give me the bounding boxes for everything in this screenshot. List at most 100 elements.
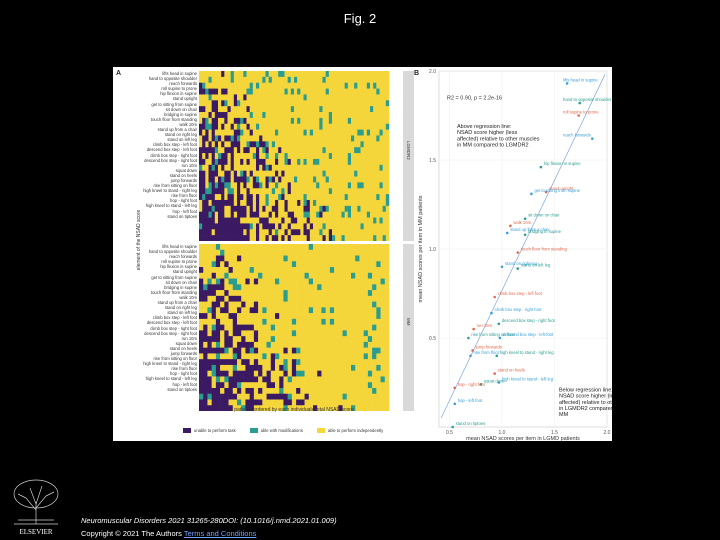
heatmap-cell bbox=[376, 158, 380, 166]
heatmap-cell bbox=[290, 147, 295, 154]
heatmap-cell bbox=[297, 153, 301, 160]
heatmap-cell bbox=[363, 129, 368, 136]
heatmap-cell bbox=[265, 235, 269, 241]
heatmap-cell bbox=[268, 112, 273, 119]
heatmap-cell bbox=[283, 387, 288, 395]
heatmap-cell bbox=[220, 307, 225, 314]
heatmap-cell bbox=[338, 347, 343, 354]
heatmap-cell bbox=[297, 211, 301, 218]
heatmap-cell bbox=[355, 261, 360, 268]
heatmap-cell bbox=[385, 82, 390, 89]
heatmap-cell bbox=[313, 194, 317, 201]
heatmap-cell bbox=[380, 370, 386, 377]
heatmap-cell bbox=[275, 141, 279, 148]
heatmap-cell bbox=[297, 205, 301, 212]
heatmap-cell bbox=[335, 141, 339, 148]
heatmap-cell bbox=[266, 244, 272, 251]
heatmap-cell bbox=[281, 235, 285, 241]
point-label: hop - right foot bbox=[458, 382, 486, 387]
heatmap-cell bbox=[360, 235, 364, 241]
item-label: run 10m bbox=[181, 162, 197, 168]
heatmap-cell bbox=[262, 255, 267, 262]
heatmap-cell bbox=[265, 82, 269, 89]
heatmap-cell bbox=[316, 217, 320, 224]
heatmap-cell bbox=[249, 188, 254, 195]
heatmap-cell bbox=[384, 313, 390, 320]
heatmap-cell bbox=[338, 382, 343, 389]
heatmap-cell bbox=[268, 141, 273, 148]
heatmap-cell bbox=[208, 188, 212, 195]
heatmap-cell bbox=[199, 141, 203, 148]
heatmap-cell bbox=[253, 267, 259, 274]
heatmap-cell bbox=[268, 235, 273, 241]
heatmap-cell bbox=[309, 129, 314, 136]
heatmap-cell bbox=[385, 199, 390, 207]
heatmap-cell bbox=[270, 278, 276, 285]
heatmap-cell bbox=[232, 387, 238, 395]
heatmap-cell bbox=[230, 76, 235, 84]
heatmap-cell bbox=[253, 290, 259, 297]
heatmap-cell bbox=[275, 223, 279, 230]
heatmap-cell bbox=[344, 135, 349, 142]
heatmap-cell bbox=[224, 71, 228, 78]
heatmap-cell bbox=[249, 153, 254, 160]
heatmap-cell bbox=[384, 261, 390, 268]
heatmap-cell bbox=[338, 278, 343, 285]
heatmap-cell bbox=[300, 290, 305, 297]
heatmap-cell bbox=[214, 117, 219, 125]
heatmap-cell bbox=[237, 153, 241, 160]
heatmap-cell bbox=[351, 313, 356, 320]
heatmap-cell bbox=[342, 359, 348, 366]
heatmap-cell bbox=[313, 117, 317, 125]
heatmap-cell bbox=[373, 117, 377, 125]
item-label: reach forwards bbox=[169, 81, 197, 87]
heatmap-cell bbox=[332, 135, 336, 142]
heatmap-cell bbox=[347, 117, 352, 125]
heatmap-cell bbox=[355, 278, 360, 285]
heatmap-cell bbox=[284, 188, 288, 195]
heatmap-cell bbox=[294, 153, 298, 160]
heatmap-cell bbox=[237, 376, 242, 383]
heatmap-cell bbox=[300, 164, 304, 171]
heatmap-cell bbox=[221, 135, 225, 142]
heatmap-cell bbox=[221, 94, 225, 101]
heatmap-cell bbox=[367, 405, 373, 411]
heatmap-cell bbox=[287, 405, 293, 411]
heatmap-cell bbox=[344, 112, 349, 119]
heatmap-cell bbox=[220, 393, 225, 400]
heatmap-cell bbox=[284, 135, 288, 142]
heatmap-cell bbox=[199, 255, 204, 262]
heatmap-cell bbox=[224, 223, 228, 230]
heatmap-cell bbox=[207, 324, 212, 331]
heatmap-cell bbox=[335, 106, 339, 113]
heatmap-cell bbox=[220, 284, 225, 291]
terms-link[interactable]: Terms and Conditions bbox=[183, 529, 257, 538]
heatmap-cell bbox=[304, 382, 310, 389]
heatmap-cell bbox=[372, 393, 377, 400]
heatmap-legend: unable to perform task able with modific… bbox=[183, 428, 383, 433]
heatmap-cell bbox=[347, 194, 352, 201]
heatmap-cell bbox=[342, 347, 348, 354]
heatmap-cell bbox=[279, 272, 284, 279]
heatmap-cell bbox=[237, 129, 241, 136]
heatmap-cell bbox=[279, 336, 284, 343]
heatmap-cell bbox=[351, 255, 356, 262]
heatmap-cell bbox=[227, 117, 231, 125]
heatmap-top bbox=[199, 71, 390, 241]
heatmap-cell bbox=[325, 223, 330, 230]
point-label: run 10m bbox=[477, 323, 493, 328]
heatmap-cell bbox=[355, 313, 360, 320]
heatmap-cell bbox=[304, 336, 310, 343]
heatmap-cell bbox=[205, 82, 209, 89]
item-label: run 10m bbox=[181, 335, 197, 341]
heatmap-cell bbox=[278, 158, 282, 166]
heatmap-cell bbox=[313, 100, 317, 107]
heatmap-cell bbox=[322, 82, 326, 89]
heatmap-cell bbox=[347, 223, 352, 230]
heatmap-cell bbox=[252, 217, 257, 224]
data-point bbox=[516, 267, 520, 270]
heatmap-cell bbox=[252, 94, 257, 101]
heatmap-cell bbox=[215, 313, 221, 320]
heatmap-cell bbox=[199, 387, 204, 395]
heatmap-cell bbox=[215, 393, 221, 400]
